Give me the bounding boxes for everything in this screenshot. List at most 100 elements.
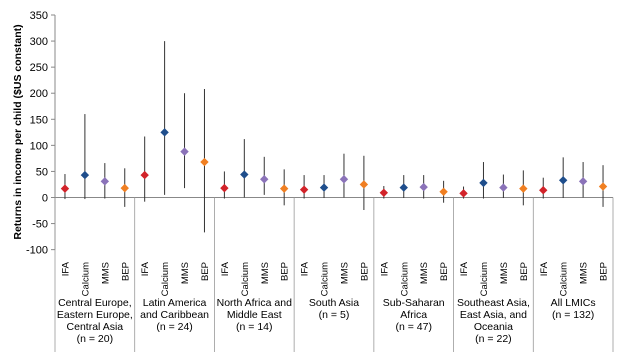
y-tick-label: 50 [36, 166, 48, 178]
category-label-ifa: IFA [300, 261, 311, 276]
group-label-line: (n = 24) [156, 321, 192, 333]
y-tick-label: 350 [30, 10, 48, 22]
category-labels: IFA Calcium MMS BEP Central Europe, Eastern E… [57, 261, 610, 345]
category-label-ifa: IFA [140, 261, 151, 276]
category-label-ifa: IFA [539, 261, 550, 276]
y-axis-label: Returns in income per child ($US constan… [12, 24, 24, 239]
point-ifa [61, 184, 69, 192]
point-calcium [160, 128, 168, 136]
group-label-line: and Caribbean [140, 309, 209, 321]
data-marks [61, 41, 607, 232]
point-ifa [300, 185, 308, 193]
y-tick-label: 250 [30, 62, 48, 74]
group-label-line: (n = 47) [395, 321, 431, 333]
category-label-bep: BEP [359, 262, 370, 281]
group-label: Latin America and Caribbean (n = 24) [140, 297, 209, 333]
point-mms [499, 183, 507, 191]
point-mms [419, 183, 427, 191]
y-tick-label: -50 [32, 219, 48, 231]
group-label: Sub-Saharan Africa (n = 47) [383, 297, 445, 333]
group-label-line: Sub-Saharan [383, 297, 445, 309]
point-ifa [140, 171, 148, 179]
y-tick-label: 300 [30, 36, 48, 48]
group-label-line: (n = 132) [552, 309, 594, 321]
point-mms [340, 175, 348, 183]
category-label-calcium: Calcium [399, 262, 410, 296]
point-bep [200, 158, 208, 166]
category-label-calcium: Calcium [240, 262, 251, 296]
category-label-bep: BEP [599, 262, 610, 281]
y-tick-label: 200 [30, 88, 48, 100]
category-label-calcium: Calcium [559, 262, 570, 296]
y-tick-label: 0 [42, 193, 48, 205]
category-label-mms: MMS [419, 262, 430, 284]
point-bep [519, 184, 527, 192]
point-mms [180, 147, 188, 155]
category-label-calcium: Calcium [80, 262, 91, 296]
group-label-line: (n = 5) [319, 309, 350, 321]
category-label-mms: MMS [260, 262, 271, 284]
point-bep [360, 180, 368, 188]
group-label-line: Africa [400, 309, 427, 321]
point-ifa [459, 189, 467, 197]
y-axis-ticks: -100 -50 0 50 100 150 200 250 300 350 [26, 10, 55, 257]
group-label-line: Middle East [227, 309, 282, 321]
y-tick-label: 150 [30, 114, 48, 126]
category-label-ifa: IFA [379, 261, 390, 276]
category-label-bep: BEP [280, 262, 291, 281]
point-bep [439, 188, 447, 196]
group-label-line: Southeast Asia, [457, 297, 530, 309]
category-label-calcium: Calcium [479, 262, 490, 296]
category-label-mms: MMS [579, 262, 590, 284]
group-label-line: Eastern Europe, [57, 309, 133, 321]
point-mms [101, 177, 109, 185]
point-calcium [479, 179, 487, 187]
y-tick-label: 100 [30, 140, 48, 152]
point-calcium [400, 183, 408, 191]
group-label: Central Europe, Eastern Europe, Central As… [57, 297, 133, 345]
point-calcium [240, 170, 248, 178]
group-label: South Asia (n = 5) [309, 297, 359, 321]
group-label-line: Latin America [143, 297, 207, 309]
group-label: All LMICs (n = 132) [551, 297, 596, 321]
category-label-bep: BEP [439, 262, 450, 281]
y-tick-label: -100 [26, 245, 48, 257]
category-label-bep: BEP [200, 262, 211, 281]
point-calcium [81, 171, 89, 179]
category-label-calcium: Calcium [160, 262, 171, 296]
group-label-line: East Asia, and [460, 309, 527, 321]
category-label-calcium: Calcium [320, 262, 331, 296]
group-label: Southeast Asia, East Asia, and Oceania (n =… [457, 297, 530, 345]
point-bep [121, 184, 129, 192]
category-label-mms: MMS [499, 262, 510, 284]
category-label-ifa: IFA [60, 261, 71, 276]
group-label: North Africa and Middle East (n = 14) [217, 297, 292, 333]
group-label-line: South Asia [309, 297, 359, 309]
category-label-bep: BEP [519, 262, 530, 281]
category-label-ifa: IFA [459, 261, 470, 276]
group-label-line: Central Asia [67, 321, 124, 333]
category-label-mms: MMS [339, 262, 350, 284]
group-label-line: (n = 14) [236, 321, 272, 333]
point-ifa [539, 186, 547, 194]
group-label-line: (n = 20) [77, 333, 113, 345]
point-calcium [320, 183, 328, 191]
group-label-line: (n = 22) [475, 333, 511, 345]
point-calcium [559, 176, 567, 184]
category-label-ifa: IFA [220, 261, 231, 276]
group-label-line: Oceania [474, 321, 513, 333]
point-bep [599, 182, 607, 190]
category-label-mms: MMS [100, 262, 111, 284]
group-label-line: North Africa and [217, 297, 292, 309]
point-mms [579, 177, 587, 185]
point-mms [260, 175, 268, 183]
group-label-line: Central Europe, [58, 297, 132, 309]
category-label-mms: MMS [180, 262, 191, 284]
category-label-bep: BEP [120, 262, 131, 281]
group-label-line: All LMICs [551, 297, 596, 309]
point-ifa [220, 184, 228, 192]
y-axis-title: Returns in income per child ($US constan… [12, 24, 24, 239]
point-bep [280, 184, 288, 192]
point-ifa [380, 189, 388, 197]
